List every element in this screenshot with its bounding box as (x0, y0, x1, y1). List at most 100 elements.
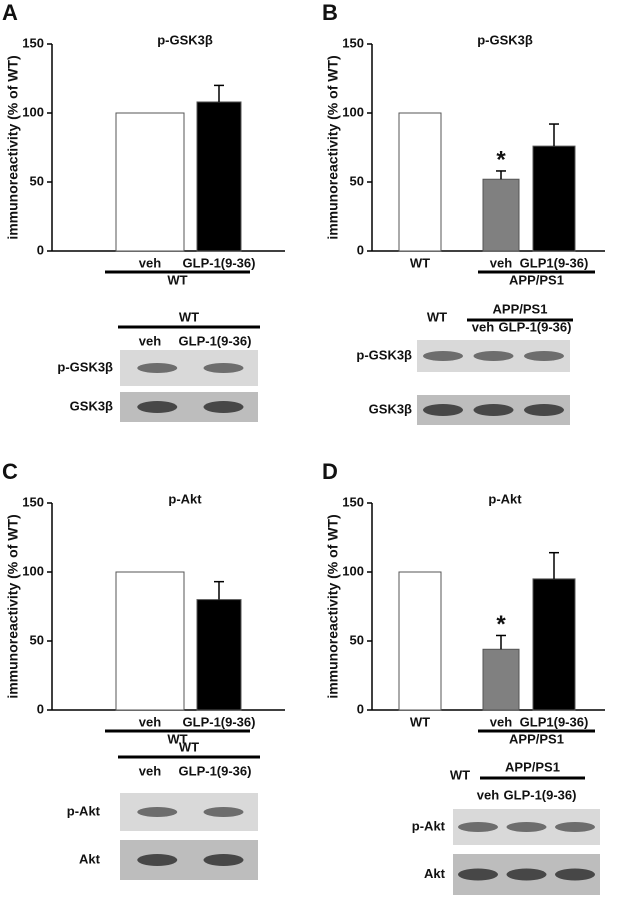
blot-row-label: p-GSK3β (356, 347, 412, 362)
panel-letter: D (322, 459, 338, 484)
blot-band (506, 822, 547, 832)
x-tick-label: veh (490, 255, 512, 270)
y-axis-label: immunoreactivity (% of WT) (5, 514, 21, 698)
chart-title: p-GSK3β (477, 32, 533, 47)
blot-row-label: p-Akt (67, 803, 101, 818)
x-tick-label: WT (410, 255, 430, 270)
y-tick-label: 0 (37, 701, 44, 716)
bar (532, 578, 576, 711)
blot-row-label: p-Akt (412, 818, 446, 833)
panel: Bp-GSK3β immunoreactivity (% of WT) 0 50 100… (322, 0, 605, 425)
x-tick-label: WT (410, 714, 430, 729)
blot-group-label: APP/PS1 (493, 301, 548, 316)
blot-row-label: GSK3β (369, 401, 412, 416)
group-label: WT (167, 731, 187, 746)
y-tick-label: 100 (22, 104, 44, 119)
bar (398, 571, 442, 711)
y-tick-label: 0 (357, 701, 364, 716)
blot-band (137, 854, 178, 866)
blot-lane-label: veh (139, 333, 161, 348)
bar (398, 112, 442, 252)
blot-band (203, 807, 244, 817)
blot-band (137, 401, 178, 413)
blot-group-label: APP/PS1 (505, 759, 560, 774)
blot-band (203, 854, 244, 866)
blot-lane-label: WT (427, 309, 447, 324)
significance-marker: * (496, 611, 506, 638)
bar (482, 178, 520, 252)
y-tick-label: 100 (342, 563, 364, 578)
blot-band (506, 868, 547, 881)
blot-band (555, 868, 596, 881)
blot-band (473, 404, 514, 416)
bar (196, 599, 242, 711)
blot-band (137, 363, 178, 373)
blot-band (523, 351, 564, 361)
y-axis-label: immunoreactivity (% of WT) (325, 55, 341, 239)
chart-title: p-GSK3β (157, 32, 213, 47)
blot-lane-label: veh (477, 787, 499, 802)
blot-lane-label: WT (450, 767, 470, 782)
y-tick-label: 100 (22, 563, 44, 578)
panel-letter: B (322, 0, 338, 25)
bar (115, 571, 185, 711)
x-tick-label: GLP1(9-36) (520, 714, 589, 729)
panel-letter: A (2, 0, 18, 25)
blot-row-label: Akt (424, 866, 446, 881)
group-label: APP/PS1 (509, 731, 564, 746)
y-tick-label: 150 (22, 35, 44, 50)
y-tick-label: 0 (37, 242, 44, 257)
blot-lane-label: GLP-1(9-36) (499, 319, 572, 334)
bar (532, 145, 576, 252)
blot-band (555, 822, 596, 832)
x-tick-label: GLP1(9-36) (520, 255, 589, 270)
y-tick-label: 150 (342, 35, 364, 50)
y-axis-label: immunoreactivity (% of WT) (5, 55, 21, 239)
blot-band (457, 822, 498, 832)
blot-band (203, 363, 244, 373)
blot-lane-label: veh (472, 319, 494, 334)
group-label: WT (167, 272, 187, 287)
group-label: APP/PS1 (509, 272, 564, 287)
panel: Cp-Akt immunoreactivity (% of WT) 0 50 100 15… (2, 459, 285, 880)
blot-group-label: WT (179, 739, 199, 754)
blot-band (137, 807, 178, 817)
y-tick-label: 50 (350, 173, 364, 188)
x-tick-label: veh (490, 714, 512, 729)
bar (196, 101, 242, 252)
bar (115, 112, 185, 252)
x-tick-label: veh (139, 714, 161, 729)
significance-marker: * (496, 146, 506, 173)
blot-lane-label: GLP-1(9-36) (179, 333, 252, 348)
blot-lane-label: veh (139, 763, 161, 778)
panel: Ap-GSK3β immunoreactivity (% of WT) 0 50 100… (2, 0, 285, 422)
blot-band (423, 404, 464, 416)
blot-band (473, 351, 514, 361)
y-tick-label: 150 (342, 494, 364, 509)
blot-band (203, 401, 244, 413)
blot-row-label: GSK3β (70, 398, 113, 413)
blot-row-label: Akt (79, 851, 101, 866)
y-tick-label: 150 (22, 494, 44, 509)
y-tick-label: 50 (30, 173, 44, 188)
blot-band (423, 351, 464, 361)
blot-lane-label: GLP-1(9-36) (504, 787, 577, 802)
blot-band (523, 404, 564, 416)
y-tick-label: 50 (30, 632, 44, 647)
chart-title: p-Akt (488, 491, 522, 506)
x-tick-label: veh (139, 255, 161, 270)
blot-band (457, 868, 498, 881)
bar (482, 648, 520, 711)
x-tick-label: GLP-1(9-36) (183, 255, 256, 270)
y-axis-label: immunoreactivity (% of WT) (325, 514, 341, 698)
blot-group-label: WT (179, 309, 199, 324)
blot-lane-label: GLP-1(9-36) (179, 763, 252, 778)
y-tick-label: 0 (357, 242, 364, 257)
y-tick-label: 100 (342, 104, 364, 119)
panel-letter: C (2, 459, 18, 484)
x-tick-label: GLP-1(9-36) (183, 714, 256, 729)
blot-row-label: p-GSK3β (57, 359, 113, 374)
panel: Dp-Akt immunoreactivity (% of WT) 0 50 100 15… (322, 459, 605, 895)
